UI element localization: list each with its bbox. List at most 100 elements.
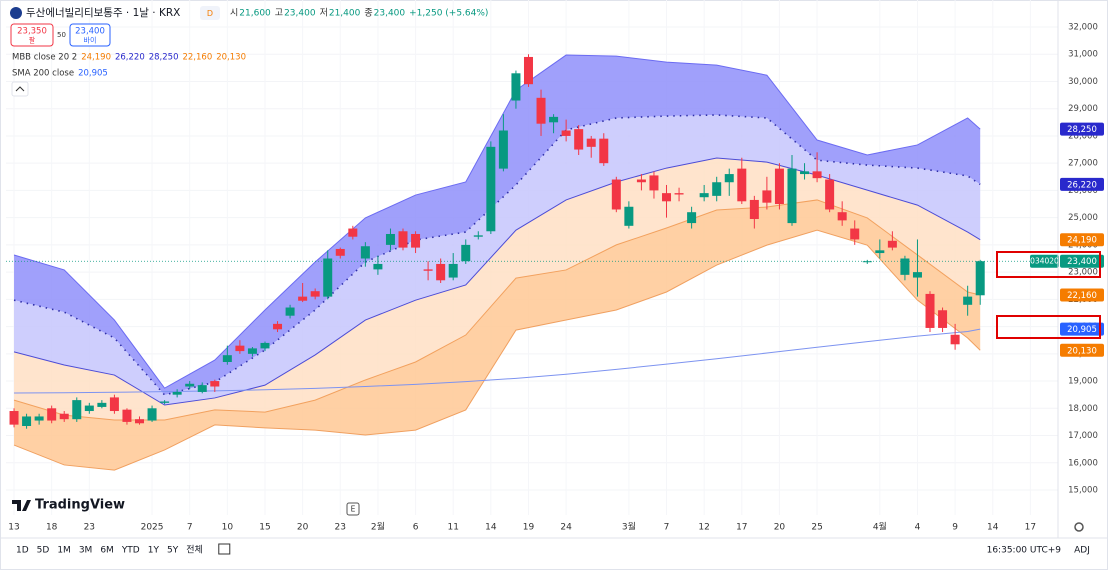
candle-body — [47, 408, 57, 421]
indicator-name: MBB close 20 2 — [12, 53, 77, 63]
candle-body — [900, 258, 910, 275]
range-button[interactable]: 6M — [100, 546, 114, 556]
candle-body — [473, 235, 483, 237]
candle-body — [135, 419, 145, 424]
change: +1,250 (+5.64%) — [409, 9, 488, 19]
price-tag — [1060, 343, 1104, 357]
candle-body — [574, 129, 584, 150]
candle-body — [624, 206, 634, 226]
candle-body — [360, 246, 370, 259]
range-button[interactable]: 3M — [79, 546, 93, 556]
y-tick-label: 16,000 — [1068, 458, 1098, 468]
candle-body — [448, 263, 458, 278]
candle-body — [147, 408, 157, 421]
range-button[interactable]: 1D — [16, 546, 29, 556]
y-tick-label: 15,000 — [1068, 486, 1098, 496]
indicator-value: 20,905 — [78, 69, 108, 79]
candle-body — [800, 171, 810, 175]
range-button[interactable]: 5D — [37, 546, 50, 556]
indicator-name: SMA 200 close — [12, 69, 74, 79]
candle-body — [247, 348, 257, 354]
range-button[interactable]: 1Y — [148, 546, 160, 556]
candle-body — [875, 250, 885, 254]
x-tick-label: 7 — [664, 523, 670, 533]
range-button[interactable]: YTD — [121, 546, 140, 556]
candle-body — [586, 138, 596, 147]
candle-body — [436, 263, 446, 281]
candle-body — [298, 296, 308, 301]
candle-body — [260, 342, 270, 349]
x-tick-label: 7 — [187, 523, 193, 533]
candle-body — [699, 193, 709, 198]
bid-box — [10, 23, 54, 47]
candle-body — [109, 397, 119, 412]
candle-body — [423, 269, 433, 271]
plot — [6, 0, 1058, 515]
price-tag — [1060, 322, 1104, 336]
x-tick-label: 20 — [297, 523, 309, 533]
candle-body — [122, 409, 132, 422]
indicator-value: 28,250 — [149, 53, 179, 63]
candle-body — [523, 56, 533, 85]
range-button[interactable]: 1M — [57, 546, 71, 556]
candle-body — [912, 272, 922, 278]
price-tag-label: 20,130 — [1067, 346, 1097, 356]
y-tick-label: 31,000 — [1068, 50, 1098, 60]
range-button[interactable]: 전체 — [186, 545, 203, 556]
chevron — [15, 86, 25, 92]
x-tick-label: 14 — [485, 523, 497, 533]
ohlc-value: 21,600 — [239, 9, 271, 19]
candle-body — [712, 182, 722, 196]
x-tick-label: 6 — [413, 523, 419, 533]
candle-body — [385, 233, 395, 245]
x-tick-label: 3월 — [622, 521, 636, 533]
candle-body — [599, 138, 609, 164]
x-tick-label: 20 — [774, 523, 786, 533]
candle-body — [649, 175, 659, 191]
ask-box — [69, 23, 111, 47]
price-tag-label: 20,905 — [1067, 325, 1097, 335]
range-button[interactable]: 5Y — [167, 546, 179, 556]
candle-body — [84, 405, 94, 412]
candle-body — [185, 383, 195, 387]
ohlc-value: 21,400 — [329, 9, 361, 19]
y-tick-label: 23,000 — [1068, 268, 1098, 278]
candle-body — [59, 413, 69, 420]
ohlc-label: 고 — [275, 9, 283, 19]
x-tick-label: 25 — [811, 523, 822, 533]
candle-body — [285, 307, 295, 316]
candle-body — [862, 261, 872, 263]
bid-label: 팔 — [29, 36, 36, 45]
x-tick-label: 15 — [259, 523, 270, 533]
candle-body — [235, 345, 245, 352]
ohlc-label: 시 — [230, 8, 238, 19]
candle-body — [160, 401, 170, 403]
band-line — [13, 157, 981, 406]
symbol-code: 034020 — [1030, 257, 1059, 266]
indicator-value: 26,220 — [115, 53, 145, 63]
candle-body — [310, 291, 320, 297]
candle-body — [975, 261, 985, 296]
adj[interactable]: ADJ — [1074, 546, 1090, 556]
clock: 16:35:00 UTC+9 — [987, 546, 1062, 556]
ohlc-value: 23,400 — [284, 9, 316, 19]
x-tick-label: 2월 — [371, 521, 385, 533]
price-tag — [1060, 288, 1104, 302]
collapse-button[interactable] — [11, 81, 29, 97]
band-line — [13, 229, 981, 471]
candle-body — [197, 385, 207, 392]
candle-body — [674, 193, 684, 195]
x-tick-label: 2025 — [141, 523, 164, 533]
candle-body — [9, 411, 19, 425]
candle-body — [97, 402, 107, 407]
calendar-icon[interactable] — [218, 543, 231, 555]
band-fill — [14, 158, 981, 421]
candle-body — [373, 263, 383, 270]
candle-body — [498, 130, 508, 169]
event-marker-box — [346, 502, 360, 516]
x-tick-label: 11 — [447, 523, 458, 533]
spread: 50 — [57, 31, 66, 39]
x-tick-label: 9 — [952, 523, 958, 533]
candle-body — [724, 174, 734, 183]
candle-body — [348, 228, 358, 237]
